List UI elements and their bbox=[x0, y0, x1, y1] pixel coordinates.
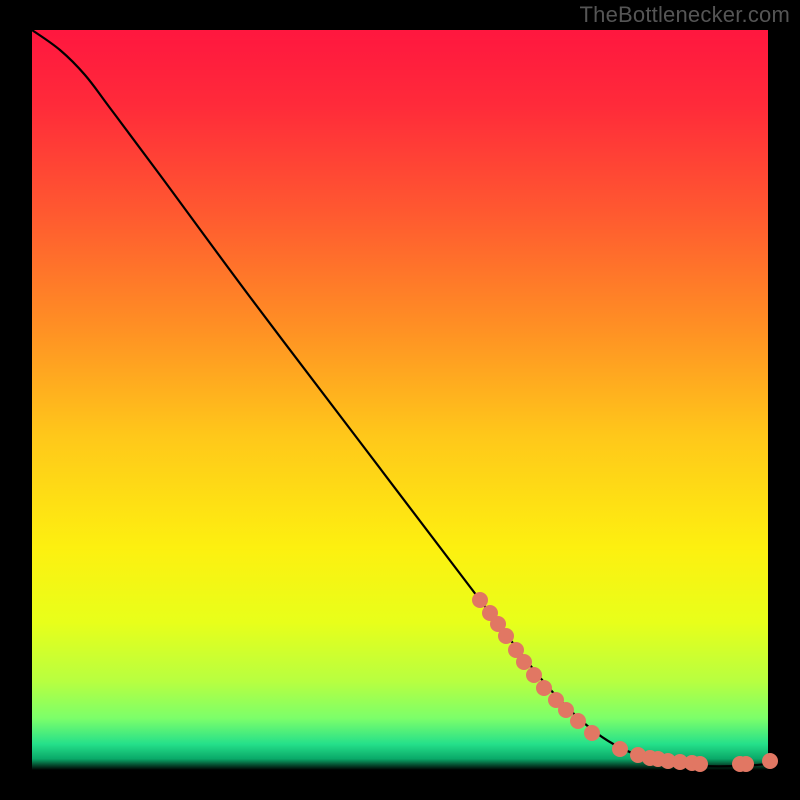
data-marker bbox=[762, 753, 778, 769]
data-marker bbox=[692, 756, 708, 772]
data-marker bbox=[738, 756, 754, 772]
chart-line bbox=[32, 30, 768, 766]
data-marker bbox=[612, 741, 628, 757]
watermark-text: TheBottlenecker.com bbox=[580, 2, 790, 28]
data-marker bbox=[498, 628, 514, 644]
chart-curve-layer bbox=[0, 0, 800, 800]
data-marker bbox=[584, 725, 600, 741]
data-marker bbox=[570, 713, 586, 729]
